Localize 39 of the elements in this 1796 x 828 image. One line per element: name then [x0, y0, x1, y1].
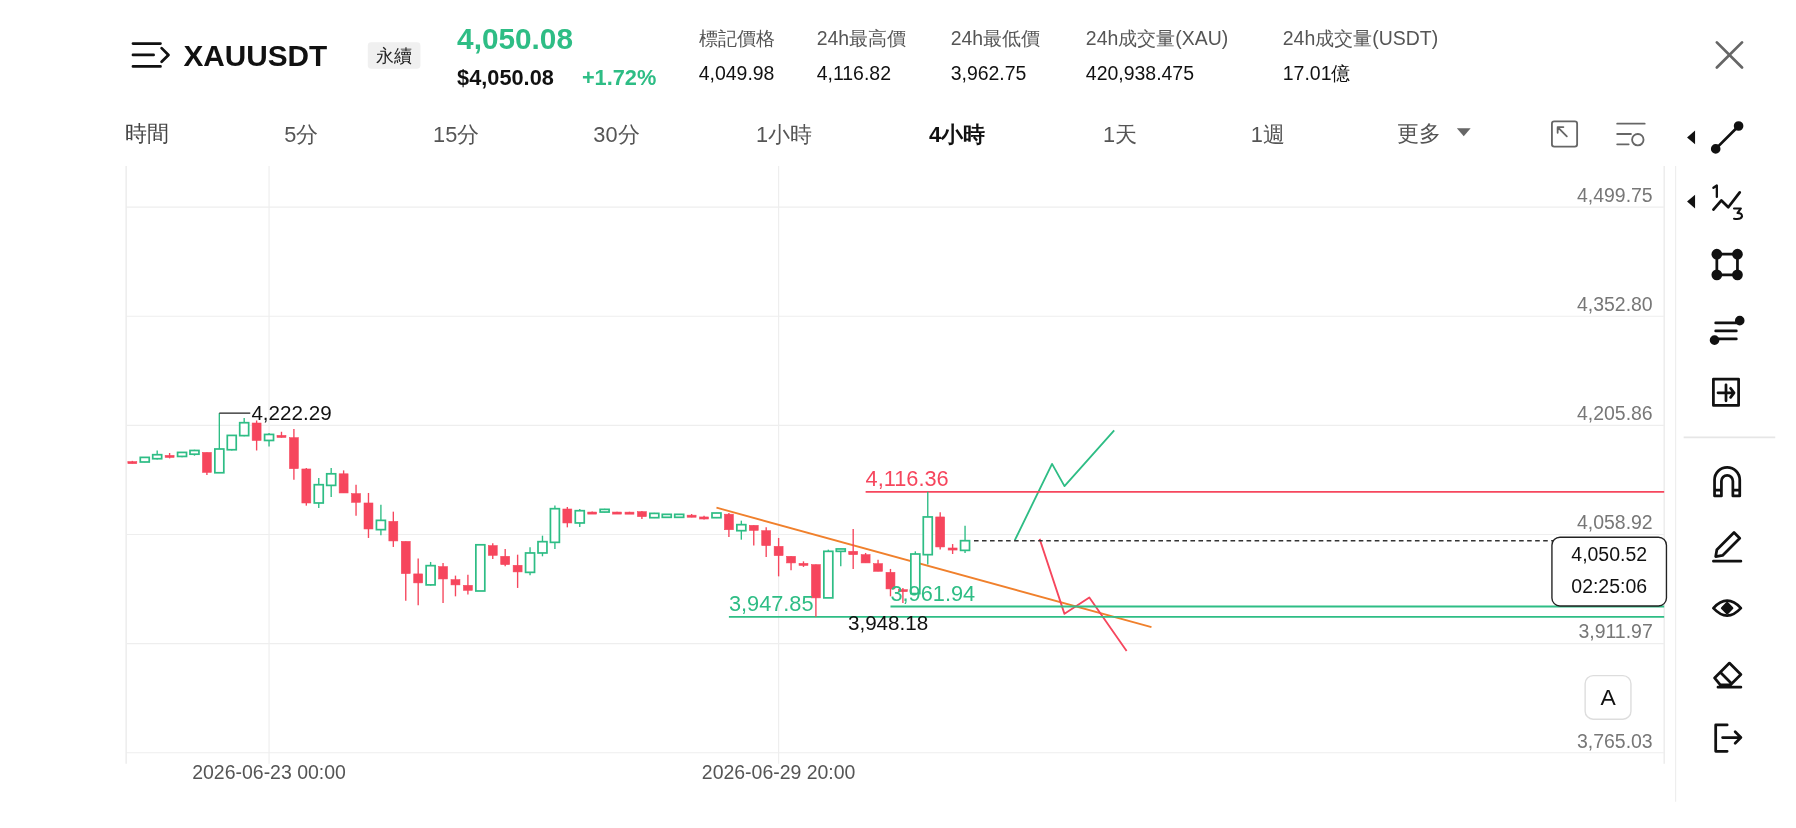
- text: 1週: [1250, 122, 1285, 148]
- text: 420,938.475: [1085, 62, 1194, 85]
- y-tick-label: 4,352.80: [1576, 293, 1653, 316]
- text: 1小時: [755, 122, 813, 148]
- text: 15分: [433, 122, 480, 148]
- y-tick-label: 4,499.75: [1576, 183, 1653, 206]
- text: 永續: [376, 44, 413, 66]
- text: 24h最高價: [816, 26, 907, 49]
- text: $4,050.08: [457, 64, 554, 90]
- text: 1天: [1103, 122, 1138, 148]
- text: 24h成交量(XAU): [1085, 26, 1229, 49]
- annotation: A: [1600, 684, 1617, 711]
- text: 4小時: [928, 122, 986, 148]
- text: 30分: [593, 122, 640, 148]
- y-tick-label: 3,765.03: [1576, 729, 1653, 752]
- text: 時間: [124, 120, 169, 146]
- annotation: 02:25:06: [1571, 575, 1648, 598]
- text: 更多: [1397, 120, 1442, 146]
- text: 4,116.82: [816, 62, 891, 85]
- x-tick-label: 2026-06-29 20:00: [701, 760, 856, 783]
- chart-title: XAUUSDT: [183, 39, 328, 73]
- text: 4,049.98: [698, 62, 775, 85]
- ref-line-label: 4,050.52: [1571, 543, 1648, 566]
- y-tick-label: 3,911.97: [1578, 620, 1653, 643]
- text: 4,050.08: [457, 22, 573, 56]
- annotation: 4,222.29: [251, 401, 332, 425]
- series-label: 4,116.36: [865, 466, 949, 492]
- x-tick-label: 2026-06-23 00:00: [192, 760, 347, 783]
- text: 3,962.75: [950, 62, 1027, 85]
- text: 24h成交量(USDT): [1282, 26, 1439, 49]
- text: +1.72%: [581, 64, 657, 90]
- series-label: 3,947.85: [728, 591, 814, 617]
- text: 17.01億: [1282, 62, 1351, 85]
- annotation: 3,948.18: [847, 611, 929, 635]
- y-tick-label: 4,205.86: [1576, 402, 1653, 425]
- y-tick-label: 4,058.92: [1576, 511, 1653, 534]
- text: 標記價格: [698, 26, 775, 49]
- text: 24h最低價: [950, 26, 1041, 49]
- text: 5分: [284, 122, 319, 148]
